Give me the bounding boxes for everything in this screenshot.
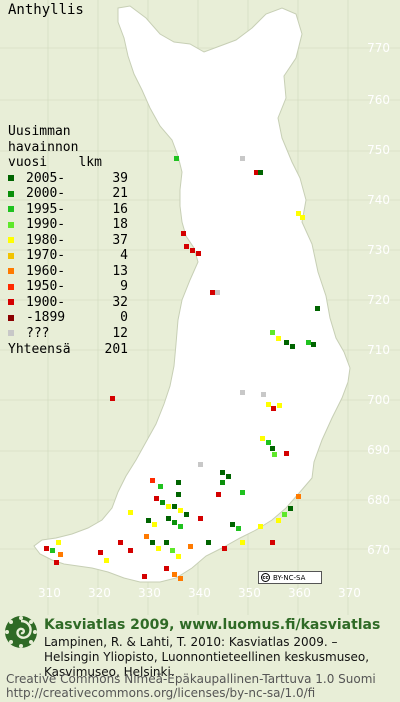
license-badge-text: BY-NC-SA bbox=[273, 573, 306, 582]
species-title: Anthyllis bbox=[8, 2, 84, 18]
legend-period: 1950- bbox=[26, 279, 66, 294]
x-axis-label: 330 bbox=[138, 586, 161, 600]
y-axis-label: 700 bbox=[367, 393, 390, 407]
legend-period: 1990- bbox=[26, 217, 66, 232]
y-axis-label: 730 bbox=[367, 243, 390, 257]
y-axis-label: 710 bbox=[367, 343, 390, 357]
legend-swatch bbox=[8, 283, 14, 290]
legend-row: 1995- 16 bbox=[8, 202, 128, 218]
x-axis-label: 320 bbox=[88, 586, 111, 600]
footer-title: Kasviatlas 2009, www.luomus.fi/kasviatla… bbox=[44, 617, 381, 633]
legend-swatch bbox=[8, 175, 14, 182]
legend-row: 1900- 32 bbox=[8, 295, 128, 311]
cc-icon: cc bbox=[261, 573, 270, 582]
legend-header-1: Uusimman bbox=[8, 124, 71, 139]
legend-count: 39 bbox=[112, 170, 128, 186]
legend-swatch bbox=[8, 268, 14, 275]
legend-row: 1960- 13 bbox=[8, 264, 128, 280]
legend-period: 1960- bbox=[26, 263, 66, 279]
legend-period: 1995- bbox=[26, 201, 66, 217]
legend-row: 1990- 18 bbox=[8, 217, 128, 233]
legend: Uusimman havainnon vuosi lkm 2005- 39 2000… bbox=[8, 124, 128, 358]
legend-swatch bbox=[8, 206, 14, 213]
cc-license-text: Creative Commons Nimeä-Epäkaupallinen-Ta… bbox=[6, 672, 376, 686]
y-axis-label: 670 bbox=[367, 543, 390, 557]
finland-map-svg bbox=[0, 0, 400, 615]
legend-period: ??? bbox=[26, 325, 50, 341]
legend-row: 2005- 39 bbox=[8, 171, 128, 187]
y-axis-label: 720 bbox=[367, 293, 390, 307]
y-axis-label: 750 bbox=[367, 143, 390, 157]
legend-total-label: Yhteensä bbox=[8, 342, 71, 357]
legend-count: 16 bbox=[112, 201, 128, 217]
legend-period: 2005- bbox=[26, 170, 66, 186]
citation-line: Lampinen, R. & Lahti, T. 2010: Kasviatla… bbox=[44, 635, 338, 649]
legend-period: 1980- bbox=[26, 232, 66, 248]
cc-license-badge[interactable]: cc BY-NC-SA bbox=[258, 571, 322, 584]
legend-period: 2000- bbox=[26, 186, 66, 201]
legend-count: 4 bbox=[120, 248, 128, 263]
legend-count: 21 bbox=[112, 186, 128, 201]
legend-swatch bbox=[8, 190, 14, 197]
legend-period: 1900- bbox=[26, 294, 66, 310]
citation-line: Kasvimuseo, Helsinki. bbox=[44, 665, 175, 679]
legend-count: 12 bbox=[112, 325, 128, 341]
y-axis-label: 760 bbox=[367, 93, 390, 107]
distribution-map: Anthyllis Uusimman havainnon vuosi lkm 2… bbox=[0, 0, 400, 615]
legend-swatch bbox=[8, 330, 14, 337]
legend-total: Yhteensä 201 bbox=[8, 342, 128, 358]
legend-row: ??? 12 bbox=[8, 326, 128, 342]
legend-row: 2000- 21 bbox=[8, 186, 128, 202]
y-axis-label: 770 bbox=[367, 41, 390, 55]
legend-count: 32 bbox=[112, 294, 128, 310]
legend-count: 9 bbox=[120, 279, 128, 294]
legend-swatch bbox=[8, 314, 14, 321]
legend-swatch bbox=[8, 299, 14, 306]
cc-license-url[interactable]: http://creativecommons.org/licenses/by-n… bbox=[6, 686, 316, 700]
legend-row: 1980- 37 bbox=[8, 233, 128, 249]
legend-header-2: havainnon bbox=[8, 139, 79, 155]
y-axis-label: 690 bbox=[367, 443, 390, 457]
citation-line: Helsingin Yliopisto, Luonnontieteellinen… bbox=[44, 650, 370, 664]
legend-row: 1950- 9 bbox=[8, 279, 128, 295]
x-axis-label: 310 bbox=[38, 586, 61, 600]
x-axis-label: 350 bbox=[238, 586, 261, 600]
legend-count: 18 bbox=[112, 217, 128, 232]
legend-count: 37 bbox=[112, 232, 128, 248]
legend-period: -1899 bbox=[26, 310, 66, 325]
legend-count: 0 bbox=[120, 310, 128, 325]
x-axis-label: 370 bbox=[338, 586, 361, 600]
x-axis-label: 360 bbox=[288, 586, 311, 600]
y-axis-label: 680 bbox=[367, 493, 390, 507]
legend-swatch bbox=[8, 237, 14, 244]
legend-swatch bbox=[8, 221, 14, 228]
legend-header-3: vuosi lkm bbox=[8, 155, 102, 170]
footer bbox=[0, 615, 400, 702]
legend-row: 1970- 4 bbox=[8, 248, 128, 264]
legend-period: 1970- bbox=[26, 248, 66, 263]
legend-swatch bbox=[8, 252, 14, 259]
legend-count: 13 bbox=[112, 263, 128, 279]
legend-total-count: 201 bbox=[104, 342, 128, 357]
occurrence-squares bbox=[44, 156, 320, 581]
kasviatlas-logo-icon bbox=[5, 616, 37, 648]
y-axis-label: 740 bbox=[367, 193, 390, 207]
x-axis-label: 340 bbox=[188, 586, 211, 600]
finland-outline bbox=[33, 5, 351, 583]
legend-row: -1899 0 bbox=[8, 310, 128, 326]
